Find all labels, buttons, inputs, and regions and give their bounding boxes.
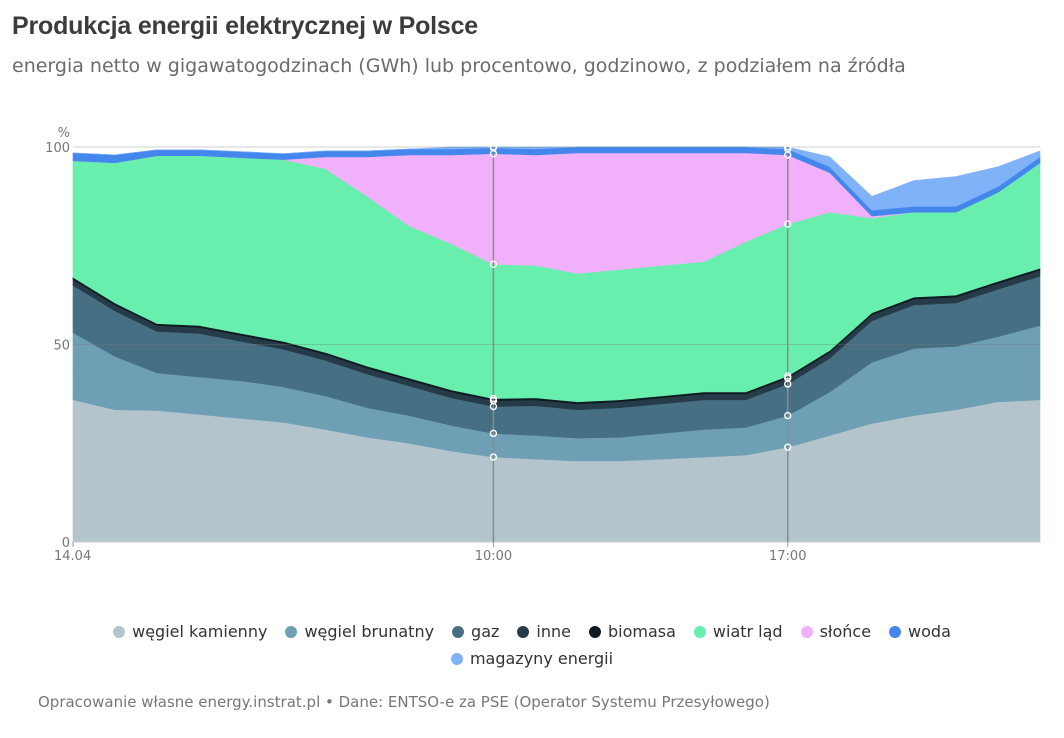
highlight-point-węgiel-kamienny: [489, 453, 498, 461]
stacked-area-chart[interactable]: 0 50 100% 14.04 10:00 17:00: [0, 110, 1064, 580]
legend-swatch: [285, 625, 298, 638]
x-tick-label: 14.04: [54, 549, 91, 564]
legend-item[interactable]: słońce: [800, 618, 872, 645]
chart-legend: węgiel kamienny węgiel brunatny gaz inne bio…: [0, 618, 1064, 672]
legend-item[interactable]: inne: [517, 618, 571, 645]
highlight-point-wiatr-ląd: [489, 260, 498, 269]
legend-swatch: [693, 625, 706, 638]
legend-label: inne: [536, 622, 571, 641]
highlight-point-biomasa: [489, 394, 498, 403]
y-tick-label-0: 0: [62, 536, 70, 551]
legend-label: gaz: [471, 622, 500, 641]
y-tick-label-100: 100: [45, 141, 70, 156]
legend-label: węgiel brunatny: [304, 622, 435, 641]
legend-item[interactable]: woda: [889, 618, 951, 645]
legend-label: wiatr ląd: [712, 622, 783, 641]
y-tick-label-50: 50: [53, 339, 70, 354]
legend-label: biomasa: [607, 622, 676, 641]
legend-item[interactable]: wiatr ląd: [693, 618, 783, 645]
legend-item[interactable]: magazyny energii: [450, 645, 614, 672]
legend-swatch: [450, 652, 463, 665]
highlight-point-węgiel-brunatny: [489, 429, 498, 438]
legend-swatch: [113, 625, 126, 638]
legend-swatch: [588, 625, 601, 638]
legend-swatch: [452, 625, 465, 638]
highlight-point-węgiel-kamienny: [784, 443, 792, 451]
legend-label: węgiel kamienny: [132, 622, 268, 641]
legend-swatch: [517, 625, 530, 638]
y-unit-label: %: [58, 126, 70, 141]
legend-label: woda: [908, 622, 951, 641]
highlight-point-magazyny-energii: [784, 143, 792, 151]
legend-label: magazyny energii: [469, 649, 614, 668]
legend-item[interactable]: węgiel brunatny: [285, 618, 434, 645]
chart-title: Produkcja energii elektrycznej w Polsce: [12, 12, 479, 40]
highlight-point-biomasa: [784, 372, 792, 380]
legend-swatch: [800, 625, 813, 638]
x-tick-label: 17:00: [769, 549, 806, 564]
legend-row: magazyny energii: [0, 645, 1064, 672]
legend-item[interactable]: węgiel kamienny: [113, 618, 267, 645]
x-tick-label: 10:00: [475, 549, 512, 564]
legend-label: słońce: [819, 622, 872, 641]
highlight-point-wiatr-ląd: [784, 220, 792, 228]
highlight-point-węgiel-brunatny: [784, 411, 792, 420]
highlight-point-magazyny-energii: [489, 143, 498, 151]
legend-swatch: [889, 625, 902, 638]
source-note: Opracowanie własne energy.instrat.pl • D…: [38, 693, 770, 711]
legend-row: węgiel kamienny węgiel brunatny gaz inne bio…: [0, 618, 1064, 645]
chart-subtitle: energia netto w gigawatogodzinach (GWh) …: [12, 55, 906, 77]
area-magazyny-energii: [72, 146, 1041, 211]
legend-item[interactable]: gaz: [452, 618, 499, 645]
legend-item[interactable]: biomasa: [588, 618, 676, 645]
